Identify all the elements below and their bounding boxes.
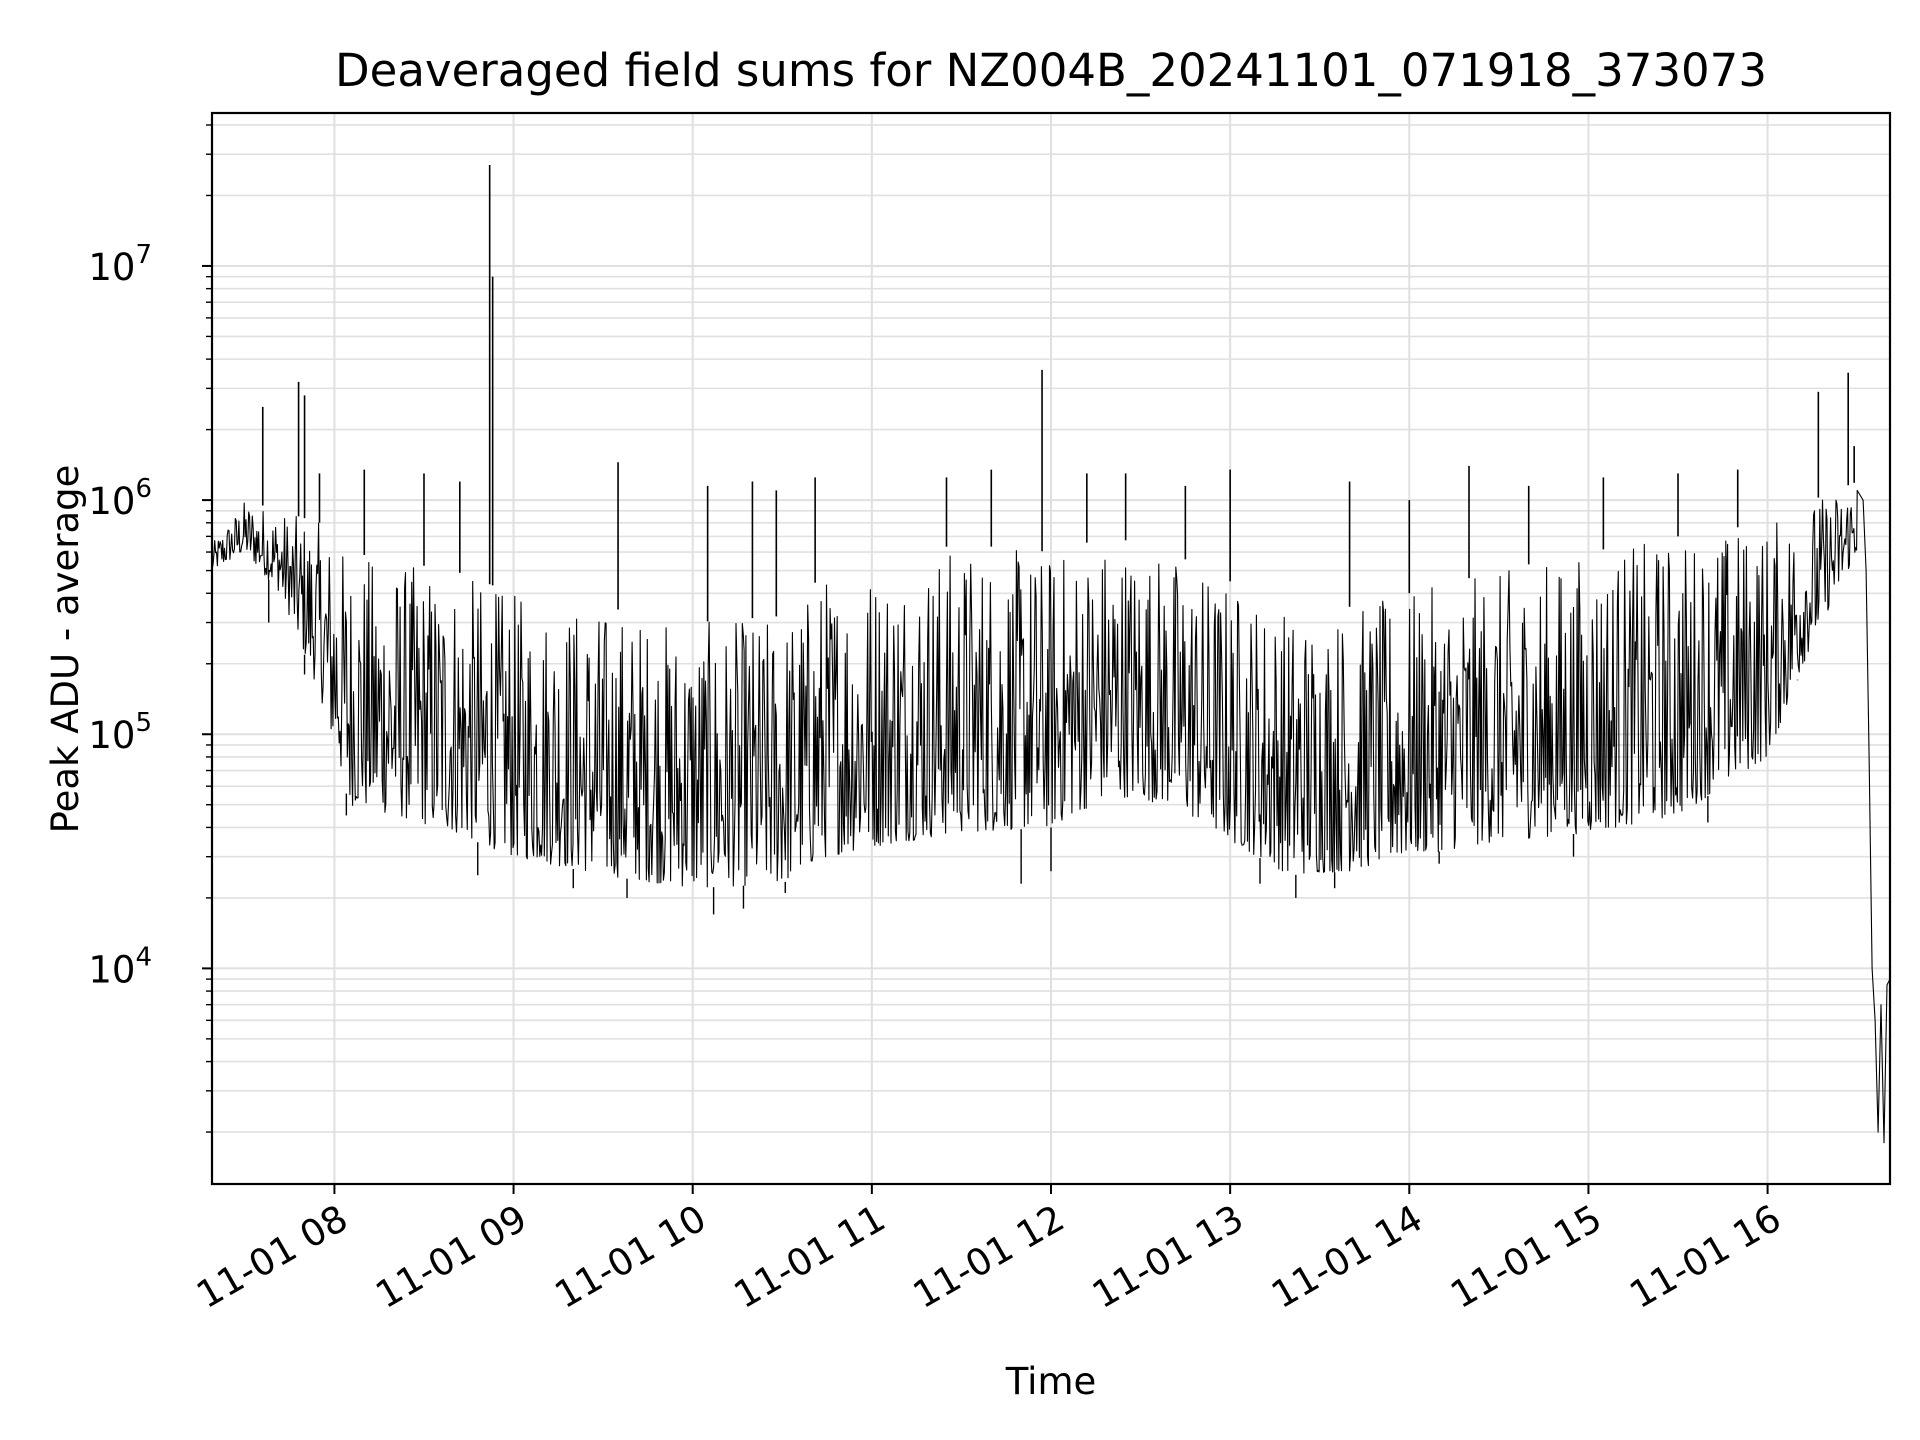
y-axis-title: Peak ADU - average: [44, 465, 87, 834]
y-tick-base: 10: [88, 480, 135, 523]
y-tick-exponent: 6: [135, 474, 152, 504]
grid: [212, 113, 1890, 1184]
chart-title: Deaveraged field sums for NZ004B_2024110…: [335, 44, 1767, 97]
y-tick-exponent: 5: [135, 708, 152, 738]
y-tick-label: 105: [88, 708, 152, 757]
y-tick-label: 106: [88, 474, 152, 523]
y-tick-label: 104: [88, 942, 152, 991]
y-tick-base: 10: [88, 948, 135, 991]
y-tick-base: 10: [88, 714, 135, 757]
y-tick-exponent: 7: [135, 240, 152, 270]
series-line: [212, 489, 1890, 1144]
x-axis-title: Time: [1005, 1360, 1097, 1403]
y-tick-label: 107: [88, 240, 152, 289]
data-layer: [212, 164, 1890, 1144]
y-tick-exponent: 4: [135, 942, 152, 972]
y-tick-base: 10: [88, 246, 135, 289]
